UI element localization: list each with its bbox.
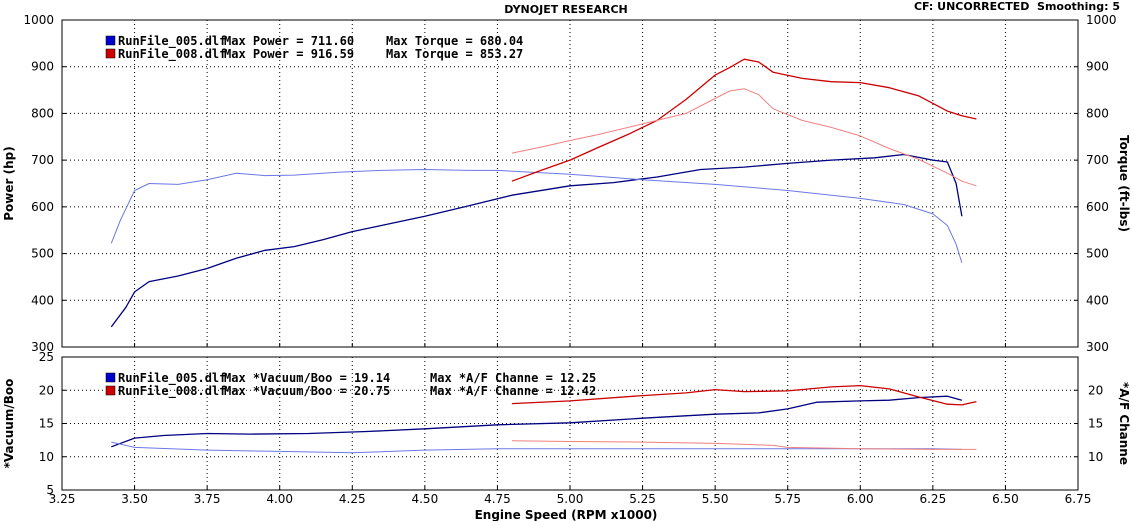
series-line-2 xyxy=(511,58,977,182)
legend-swatch xyxy=(105,372,116,383)
y-tick-label-right: 10 xyxy=(1088,450,1103,464)
x-tick-label: 5.50 xyxy=(702,492,729,506)
y-tick-label: 20 xyxy=(39,383,54,397)
y-tick-label-right: 1000 xyxy=(1086,13,1117,27)
series-line-0 xyxy=(110,153,963,328)
x-tick-label: 5.75 xyxy=(774,492,801,506)
x-tick-label: 3.50 xyxy=(121,492,148,506)
cf-smoothing-label: CF: UNCORRECTED Smoothing: 5 xyxy=(914,0,1120,13)
y-tick-label: 700 xyxy=(31,153,54,167)
x-tick-label: 4.50 xyxy=(411,492,438,506)
y-tick-label: 900 xyxy=(31,60,54,74)
y-tick-label-right: 400 xyxy=(1086,293,1109,307)
y-tick-label: 10 xyxy=(39,450,54,464)
y-tick-label-right: 20 xyxy=(1088,383,1103,397)
y-tick-label-right: 600 xyxy=(1086,200,1109,214)
y-tick-label: 800 xyxy=(31,106,54,120)
x-tick-label: 6.75 xyxy=(1065,492,1092,506)
x-tick-label: 6.50 xyxy=(992,492,1019,506)
y-tick-label-right: 800 xyxy=(1086,106,1109,120)
x-tick-label: 5.25 xyxy=(629,492,656,506)
y-tick-label-right: 900 xyxy=(1086,60,1109,74)
legend-file: RunFile_008.dlf xyxy=(118,47,226,62)
plot-frame xyxy=(61,356,1079,491)
legend-file: RunFile_008.dlf xyxy=(118,384,226,399)
x-tick-label: 4.75 xyxy=(484,492,511,506)
x-axis-label: Engine Speed (RPM x1000) xyxy=(475,508,658,521)
legend-swatch xyxy=(105,48,116,59)
y-tick-label-right: 300 xyxy=(1086,340,1109,354)
legend-file: RunFile_005.dlf xyxy=(118,371,226,386)
y-tick-label: 1000 xyxy=(23,13,54,27)
y-tick-label: 5 xyxy=(46,483,54,497)
series-line-2 xyxy=(511,384,977,406)
legend-text-1: Max *Vacuum/Boo = 20.75 xyxy=(224,384,390,398)
x-tick-label: 6.25 xyxy=(919,492,946,506)
x-tick-label: 3.75 xyxy=(194,492,221,506)
plots: 1000 1000 900 900 800 800 700 700 600 600 500 500 40… xyxy=(2,13,1131,506)
x-tick-label: 6.00 xyxy=(847,492,874,506)
y-axis-label: Power (hp) xyxy=(2,146,16,220)
legend-swatch xyxy=(105,35,116,46)
plot-frame xyxy=(61,19,1079,348)
legend-text-2: Max *A/F Channe = 12.25 xyxy=(430,371,596,385)
legend-text-1: Max *Vacuum/Boo = 19.14 xyxy=(224,371,390,385)
legend-text-2: Max Torque = 853.27 xyxy=(386,47,523,61)
panel-vacuum-af: 3.25 3.50 3.75 4.00 4.25 4.50 4.75 5.00 5.25 5.50… xyxy=(2,350,1131,506)
x-tick-label: 4.00 xyxy=(266,492,293,506)
chart-title: DYNOJET RESEARCH xyxy=(504,3,627,16)
y-tick-label: 500 xyxy=(31,247,54,261)
legend-text-1: Max Power = 711.60 xyxy=(224,34,354,48)
y-tick-label: 25 xyxy=(39,350,54,364)
x-tick-label: 3.25 xyxy=(49,492,76,506)
series-line-0 xyxy=(111,395,963,448)
legend-text-1: Max Power = 916.59 xyxy=(224,47,354,61)
y-tick-label-right: 500 xyxy=(1086,247,1109,261)
y-tick-label-right: 700 xyxy=(1086,153,1109,167)
y-axis-label-right: *A/F Channe xyxy=(1117,382,1131,465)
x-tick-label: 4.25 xyxy=(339,492,366,506)
legend-text-2: Max Torque = 680.04 xyxy=(386,34,523,48)
y-tick-label: 400 xyxy=(31,293,54,307)
y-tick-label: 15 xyxy=(39,417,54,431)
legend-swatch xyxy=(105,385,116,396)
legend-text-2: Max *A/F Channe = 12.42 xyxy=(430,384,596,398)
y-tick-label: 600 xyxy=(31,200,54,214)
y-axis-label-right: Torque (ft-lbs) xyxy=(1117,135,1131,232)
panel-power-torque: 1000 1000 900 900 800 800 700 700 600 600 500 500 40… xyxy=(2,13,1131,354)
series-line-3 xyxy=(511,88,977,187)
y-tick-label-right: 15 xyxy=(1088,417,1103,431)
x-tick-label: 5.00 xyxy=(557,492,584,506)
series-line-1 xyxy=(110,169,963,264)
series-line-3 xyxy=(511,440,977,450)
legend-file: RunFile_005.dlf xyxy=(118,34,226,49)
series-line-1 xyxy=(111,441,962,454)
y-tick-label: 300 xyxy=(31,340,54,354)
y-axis-label: *Vacuum/Boo xyxy=(2,379,16,469)
